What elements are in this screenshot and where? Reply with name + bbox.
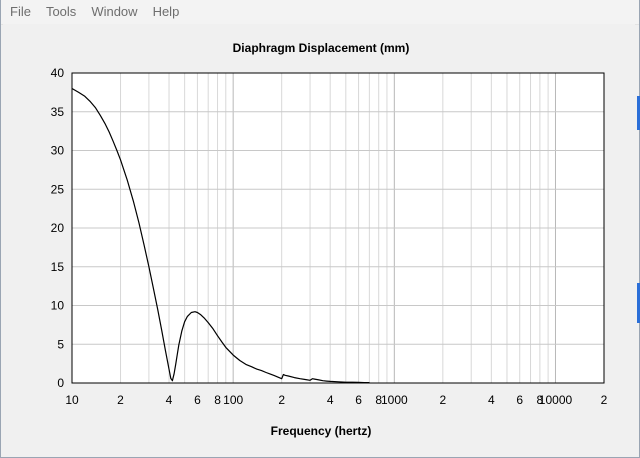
- y-tick-label: 35: [51, 105, 65, 119]
- x-tick-label: 10000: [539, 393, 573, 407]
- x-tick-label: 2: [117, 393, 124, 407]
- x-tick-label: 100: [223, 393, 243, 407]
- x-tick-label: 8: [214, 393, 221, 407]
- menu-bar: File Tools Window Help: [1, 0, 639, 25]
- chart-title: Diaphragm Displacement (mm): [233, 41, 410, 55]
- x-tick-label: 10: [65, 393, 79, 407]
- y-tick-label: 40: [51, 66, 65, 80]
- y-tick-label: 25: [51, 182, 65, 196]
- x-tick-label: 2: [601, 393, 608, 407]
- plot-frame: [71, 72, 605, 384]
- menu-window[interactable]: Window: [91, 4, 138, 19]
- chart-area: Diaphragm Displacement (mm) Frequency (h…: [3, 24, 635, 455]
- y-tick-label: 20: [51, 221, 65, 235]
- y-tick-label: 5: [57, 337, 64, 351]
- y-tick-label: 15: [51, 260, 65, 274]
- x-tick-label: 1000: [381, 393, 408, 407]
- x-tick-label: 4: [166, 393, 173, 407]
- x-tick-label: 8: [375, 393, 382, 407]
- menu-file[interactable]: File: [10, 4, 31, 19]
- series-line-displacement: [71, 87, 370, 384]
- y-tick-label: 30: [51, 144, 65, 158]
- x-tick-label: 6: [355, 393, 362, 407]
- x-tick-label: 4: [488, 393, 495, 407]
- window-edge-accent: [637, 283, 640, 323]
- x-tick-label: 6: [516, 393, 523, 407]
- x-tick-label: 8: [537, 393, 544, 407]
- x-tick-label: 4: [327, 393, 334, 407]
- y-tick-label: 10: [51, 299, 65, 313]
- menu-help[interactable]: Help: [152, 4, 180, 19]
- window-edge-accent: [637, 96, 640, 130]
- x-tick-label: 2: [439, 393, 446, 407]
- y-tick-label: 0: [57, 376, 64, 390]
- menu-tools[interactable]: Tools: [45, 4, 77, 19]
- displacement-chart: Diaphragm Displacement (mm) Frequency (h…: [51, 41, 608, 438]
- x-tick-label: 6: [194, 393, 201, 407]
- x-tick-label: 2: [278, 393, 285, 407]
- x-axis-label: Frequency (hertz): [271, 424, 372, 438]
